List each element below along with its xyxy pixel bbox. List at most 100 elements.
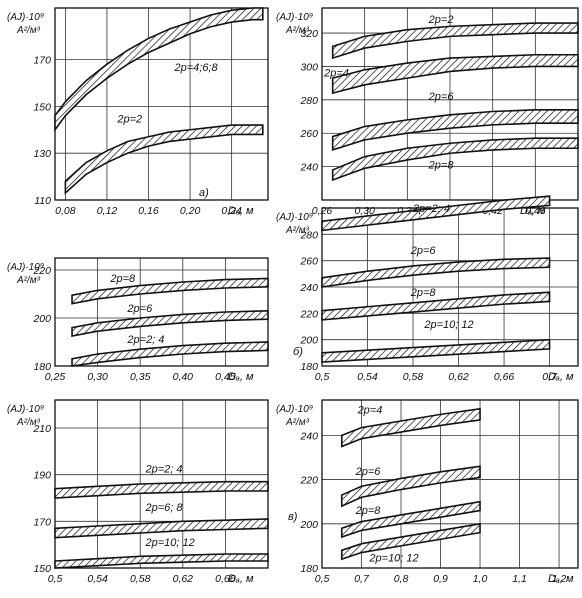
series-label: 2p=4 bbox=[357, 404, 383, 416]
x-tick-label: 0,12 bbox=[97, 205, 118, 217]
y-axis-label: (AJ)·10⁹ bbox=[7, 404, 44, 415]
x-tick-label: 0,25 bbox=[45, 371, 66, 383]
x-axis-label: Dₐ, м bbox=[228, 573, 254, 585]
y-tick-label: 210 bbox=[32, 423, 51, 435]
x-tick-label: 0,54 bbox=[357, 371, 378, 383]
x-tick-label: 0,24 bbox=[221, 205, 242, 217]
x-tick-label: 1,2 bbox=[552, 573, 567, 585]
series-label: 2p=2; 4 bbox=[145, 463, 183, 475]
chart-panel-6: 2p=4 2p=6 2p=8 2p=10; 12 0,5 0,7 0,8 0,9 1,0 1,1 1… bbox=[276, 399, 579, 585]
x-tick-label: 1,0 bbox=[473, 573, 488, 585]
band-2p-6 bbox=[331, 109, 579, 152]
x-tick-label: 0,5 bbox=[315, 371, 330, 383]
x-tick-label: 0,66 bbox=[494, 371, 515, 383]
x-tick-label: 0,20 bbox=[180, 205, 201, 217]
y-tick-label: 190 bbox=[33, 470, 51, 482]
x-axis-label: Dₐ, м bbox=[548, 573, 574, 585]
x-axis-label: Dₐ, м bbox=[548, 371, 574, 383]
x-tick-label: 0,62 bbox=[173, 573, 194, 585]
series-label: 2p=8 bbox=[109, 273, 136, 285]
series-label: 2p=6 bbox=[355, 466, 382, 478]
plot-frame bbox=[54, 7, 269, 201]
x-axis-label: Dₐ, м bbox=[228, 205, 254, 217]
band-2p-8 bbox=[340, 500, 481, 539]
panel-label: в) bbox=[288, 511, 298, 523]
band-2p-4 bbox=[331, 53, 579, 95]
y-axis-unit: А²/м³ bbox=[16, 275, 41, 286]
series-label: 2p=8 bbox=[355, 505, 382, 517]
band-2p-2 bbox=[64, 124, 264, 195]
band-2p-2-4 bbox=[54, 480, 269, 499]
series-label: 2p=2 bbox=[116, 114, 142, 126]
y-tick-label: 150 bbox=[33, 101, 51, 113]
x-tick-label: 0,54 bbox=[87, 573, 108, 585]
y-tick-label: 280 bbox=[299, 229, 318, 241]
series-label: 2p=6; 8 bbox=[145, 502, 184, 514]
x-tick-label: 0,9 bbox=[433, 573, 448, 585]
x-tick-label: 0,16 bbox=[138, 205, 159, 217]
chart-panel-1: 2p=4;6;8 2p=2 0,08 0,12 0,16 0,20 0,24 110 130 15… bbox=[7, 7, 269, 217]
band-2p-2-4 bbox=[321, 195, 551, 232]
band-2p-10-12 bbox=[340, 522, 481, 561]
x-tick-label: 0,8 bbox=[394, 573, 409, 585]
band-2p-6-8 bbox=[54, 518, 269, 539]
y-tick-label: 240 bbox=[299, 162, 318, 174]
series-label: 2p=10; 12 bbox=[368, 552, 418, 564]
series-label: 2p=8 bbox=[428, 159, 455, 171]
y-tick-label: 150 bbox=[33, 563, 51, 575]
y-axis-label: (AJ)·10⁹ bbox=[276, 212, 313, 223]
chart-panel-5: 2p=2; 4 2p=6; 8 2p=10; 12 0,5 0,54 0,58 0,62 0,… bbox=[7, 399, 298, 585]
band-2p-8 bbox=[71, 277, 269, 305]
band-2p-10-12 bbox=[321, 338, 551, 363]
band-2p-6 bbox=[321, 257, 551, 288]
y-tick-label: 220 bbox=[299, 475, 318, 487]
series-label: 2p=10; 12 bbox=[423, 319, 473, 331]
chart-panel-3: 2p=8 2p=6 2p=2; 4 0,25 0,30 0,35 0,40 0,45 180 20… bbox=[7, 257, 269, 383]
x-tick-label: 0,5 bbox=[48, 573, 63, 585]
series-label: 2p=6 bbox=[126, 303, 153, 315]
y-axis-label: (AJ)·10⁹ bbox=[7, 12, 44, 23]
y-axis-label: (AJ)·10⁹ bbox=[7, 262, 44, 273]
band-2p-6 bbox=[71, 309, 269, 337]
band-2p-8 bbox=[321, 291, 551, 321]
x-tick-label: 0,40 bbox=[173, 371, 194, 383]
band-2p-6 bbox=[340, 465, 481, 508]
band-2p-2-4 bbox=[71, 341, 269, 367]
x-tick-label: 0,35 bbox=[130, 371, 151, 383]
y-tick-label: 180 bbox=[33, 361, 51, 373]
series-label: 2p=8 bbox=[410, 287, 437, 299]
y-tick-label: 220 bbox=[32, 265, 51, 277]
x-tick-label: 0,58 bbox=[403, 371, 424, 383]
y-tick-label: 200 bbox=[299, 519, 318, 531]
y-axis-label: (AJ)·10⁹ bbox=[276, 12, 313, 23]
series-label: 2p=4 bbox=[323, 67, 349, 79]
band-2p-10-12 bbox=[54, 553, 269, 569]
series-label: 2p=6 bbox=[410, 245, 437, 257]
band-2p-8 bbox=[331, 137, 579, 182]
y-tick-label: 110 bbox=[34, 195, 51, 207]
y-tick-label: 170 bbox=[33, 55, 51, 67]
y-tick-label: 280 bbox=[299, 95, 318, 107]
y-tick-label: 260 bbox=[299, 128, 318, 140]
series-label: 2p=2; 4 bbox=[126, 334, 164, 346]
plot-frame bbox=[321, 7, 579, 201]
series-label: 2p=2; 4 bbox=[412, 203, 450, 215]
y-tick-label: 240 bbox=[299, 282, 318, 294]
y-axis-unit: А²/м³ bbox=[285, 25, 310, 36]
x-tick-label: 0,08 bbox=[55, 205, 76, 217]
band-2p-4-6-8 bbox=[54, 7, 264, 133]
y-axis-unit: А²/м³ bbox=[285, 225, 310, 236]
x-tick-label: 0,66 bbox=[215, 573, 236, 585]
y-tick-label: 180 bbox=[300, 563, 318, 575]
band-2p-4 bbox=[340, 407, 481, 448]
x-axis-label: Dₐ, м bbox=[228, 371, 254, 383]
y-tick-label: 260 bbox=[299, 256, 318, 268]
y-axis-unit: А²/м³ bbox=[285, 417, 310, 428]
x-tick-label: 0,58 bbox=[130, 573, 151, 585]
y-tick-label: 220 bbox=[299, 308, 318, 320]
chart-panel-4: 2p=2; 4 2p=6 2p=8 2p=10; 12 0,5 0,54 0,58 0,62 0… bbox=[276, 195, 579, 383]
series-label: 2p=4;6;8 bbox=[173, 62, 218, 74]
y-tick-label: 170 bbox=[33, 516, 51, 528]
panel-label: б) bbox=[293, 346, 303, 358]
